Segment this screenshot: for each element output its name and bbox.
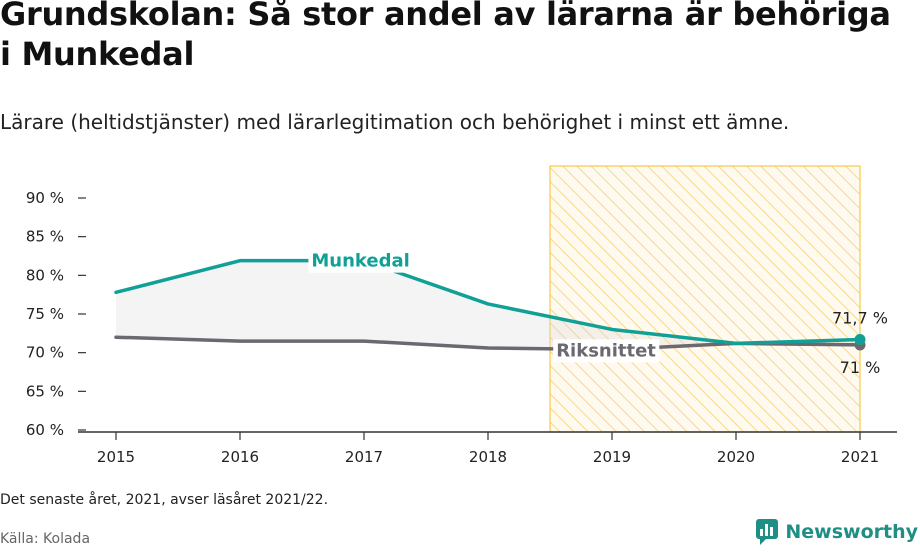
series-label-munkedal: Munkedal: [311, 251, 409, 272]
brand-name: Newsworthy: [785, 521, 918, 543]
line-chart: 60 % 65 % 70 % 75 % 80 % 85 % 90 % 2015 2016 2017…: [26, 165, 897, 466]
footnote: Det senaste året, 2021, avser läsåret 20…: [0, 492, 329, 508]
y-tick-label: 90 %: [26, 189, 64, 207]
series-label-riksnittet: Riksnittet: [556, 340, 656, 361]
end-point-munkedal: [854, 334, 866, 346]
y-tick-label: 80 %: [26, 266, 64, 284]
chart-title: Grundskolan: Så stor andel av lärarna är…: [0, 0, 891, 73]
x-tick-label: 2016: [221, 448, 259, 466]
x-tick-label: 2019: [593, 448, 631, 466]
x-tick-label: 2018: [469, 448, 507, 466]
end-value-label-riksnittet: 71 %: [840, 358, 881, 377]
x-tick-label: 2015: [97, 448, 135, 466]
x-tick-label: 2021: [841, 448, 879, 466]
source-text: Källa: Kolada: [0, 531, 91, 547]
series-label-background: [308, 249, 413, 273]
brand-logo: Newsworthy: [755, 518, 918, 546]
newsworthy-logo-icon: [756, 519, 779, 545]
x-tick-label: 2020: [717, 448, 755, 466]
y-tick-label: 70 %: [26, 344, 64, 362]
x-tick-label: 2017: [345, 448, 383, 466]
y-tick-label: 60 %: [26, 421, 64, 439]
y-tick-label: 65 %: [26, 382, 64, 400]
series-label-background: [553, 339, 660, 363]
y-tick-label: 75 %: [26, 305, 64, 323]
series-line-munkedal: [114, 258, 862, 346]
highlight-band: [549, 165, 861, 433]
chart-subtitle: Lärare (heltidstjänster) med lärarlegiti…: [0, 110, 790, 134]
y-tick-label: 85 %: [26, 228, 64, 246]
end-value-label-munkedal: 71,7 %: [832, 309, 888, 328]
